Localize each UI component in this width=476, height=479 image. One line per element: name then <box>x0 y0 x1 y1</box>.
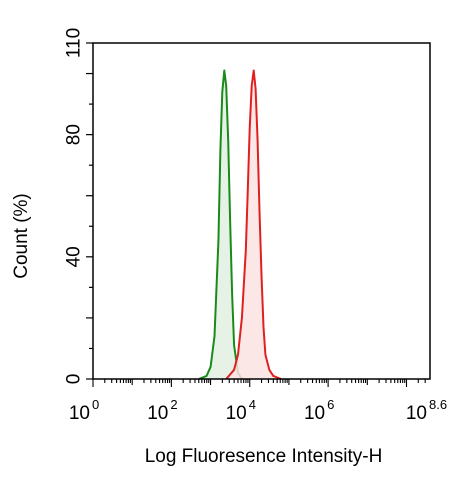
x-tick-label: 10 6 <box>304 397 334 424</box>
y-tick-label: 0 <box>64 374 85 385</box>
y-tick-label: 110 <box>64 28 85 58</box>
series-1-fill <box>198 70 242 379</box>
x-tick-label-base: 10 <box>69 403 90 424</box>
x-tick-label-exponent: 6 <box>327 397 334 412</box>
x-tick-label-base: 10 <box>226 403 247 424</box>
x-tick-label-base: 10 <box>304 403 325 424</box>
x-tick-label-base: 10 <box>147 403 168 424</box>
x-tick-label-exponent: 2 <box>170 397 177 412</box>
x-tick-label: 10 8.6 <box>406 397 447 424</box>
x-tick-label: 10 4 <box>226 397 256 424</box>
x-tick-label-exponent: 4 <box>249 397 256 412</box>
x-tick-label: 10 0 <box>69 397 99 424</box>
y-axis-title: Count (%) <box>11 193 32 279</box>
x-tick-label: 10 2 <box>147 397 177 424</box>
x-tick-label-exponent: 8.6 <box>429 397 447 412</box>
x-tick-label-base: 10 <box>406 403 427 424</box>
y-tick-label: 80 <box>64 124 85 145</box>
x-tick-label-exponent: 0 <box>92 397 99 412</box>
histogram-series-layer <box>198 69 282 380</box>
series-1-line <box>198 69 243 380</box>
axis-ticks <box>86 42 426 387</box>
series-2-fill <box>226 70 282 379</box>
x-axis-title: Log Fluoresence Intensity-H <box>145 446 383 467</box>
series-2-line <box>225 69 282 380</box>
y-tick-label: 40 <box>64 246 85 267</box>
